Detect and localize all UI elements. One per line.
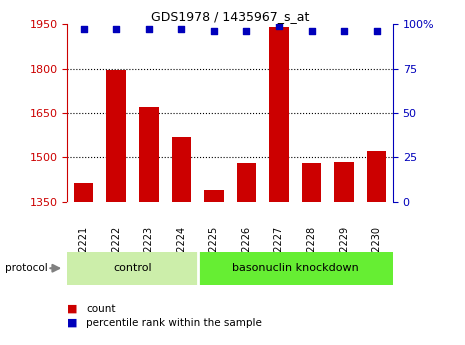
Point [145, 27, 153, 32]
Point [373, 29, 380, 34]
Bar [269, 27, 289, 202]
Bar [106, 70, 126, 202]
Point [178, 27, 185, 32]
Text: GSM92227: GSM92227 [274, 226, 284, 279]
Point [308, 29, 315, 34]
Text: count: count [86, 304, 115, 314]
Text: ■: ■ [67, 304, 78, 314]
Bar [302, 163, 321, 202]
Text: protocol: protocol [5, 263, 47, 273]
Title: GDS1978 / 1435967_s_at: GDS1978 / 1435967_s_at [151, 10, 309, 23]
Text: GSM92224: GSM92224 [176, 226, 186, 279]
Bar [204, 190, 224, 202]
Bar [172, 137, 191, 202]
Text: GSM92223: GSM92223 [144, 226, 154, 279]
Point [80, 27, 87, 32]
Text: GSM92226: GSM92226 [241, 226, 252, 279]
Text: GSM92228: GSM92228 [306, 226, 317, 279]
Text: control: control [113, 263, 152, 273]
Point [275, 23, 283, 29]
Bar [334, 162, 354, 202]
Point [340, 29, 348, 34]
Bar [139, 107, 159, 202]
Text: ■: ■ [67, 318, 78, 327]
Bar [198, 252, 393, 285]
Bar [367, 151, 386, 202]
Point [243, 29, 250, 34]
Bar [237, 163, 256, 202]
Point [113, 27, 120, 32]
Bar [67, 252, 198, 285]
Text: GSM92222: GSM92222 [111, 226, 121, 279]
Bar [74, 183, 93, 202]
Text: GSM92225: GSM92225 [209, 226, 219, 279]
Text: GSM92221: GSM92221 [79, 226, 89, 279]
Text: GSM92230: GSM92230 [372, 226, 382, 279]
Text: percentile rank within the sample: percentile rank within the sample [86, 318, 262, 327]
Point [210, 29, 218, 34]
Text: GSM92229: GSM92229 [339, 226, 349, 279]
Text: basonuclin knockdown: basonuclin knockdown [232, 263, 359, 273]
